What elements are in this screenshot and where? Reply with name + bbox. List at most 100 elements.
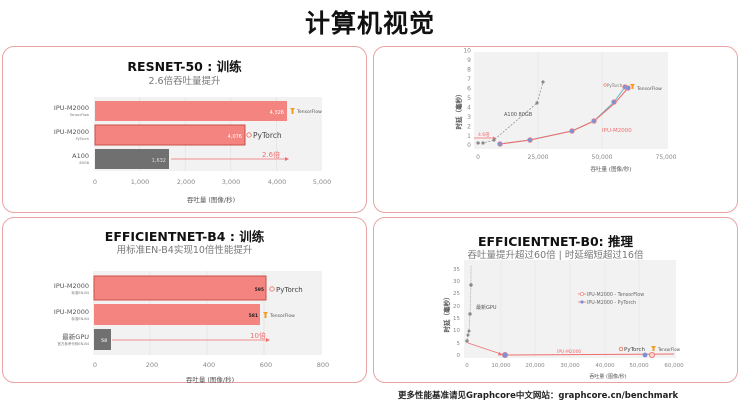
framework-tag: TensorFlow — [636, 86, 662, 92]
svg-text:3: 3 — [467, 114, 471, 121]
pytorch-icon — [246, 132, 252, 138]
x-axis-label: 吞吐量 (图像/秒) — [186, 375, 234, 384]
svg-text:20: 20 — [453, 304, 460, 310]
speedup-annotation: 10倍 — [250, 331, 266, 340]
panel-resnet50-inference: RESNET-50 : 推理 4.6倍吞吐量提升 0 1 2 3 4 5 6 7… — [373, 46, 738, 213]
svg-text:75,000: 75,000 — [656, 154, 677, 161]
svg-text:30: 30 — [453, 279, 460, 285]
chart-subtitle: 2.6倍吞吐量提升 — [148, 76, 221, 87]
y-axis-label: 时延（毫秒） — [442, 294, 451, 333]
category-sublabel: TensorFlow — [69, 113, 89, 117]
legend: IPU-M2000 - TensorFlow IPU-M2000 - PyTor… — [578, 292, 644, 306]
value-label: 595 — [255, 287, 264, 293]
panel-efficientnet-b4-training: EFFICIENTNET-B4 : 训练 用标准EN-B4实现10倍性能提升 5… — [2, 217, 367, 384]
bar-gpu — [94, 329, 111, 350]
framework-tag: PyTorch — [624, 347, 646, 353]
svg-text:10: 10 — [463, 48, 471, 55]
svg-text:0: 0 — [93, 361, 97, 369]
y-axis-ticks: 0 5 10 15 20 25 30 35 — [453, 267, 461, 359]
chart-title: EFFICIENTNET-B0: 推理 — [477, 234, 634, 249]
efficientnet-b4-training-chart: 595 581 58 PyTorch TensorFlow 10倍 IPU-M2… — [54, 271, 329, 384]
tensorflow-icon — [263, 312, 268, 318]
bar-ipu-pytorch — [93, 275, 267, 301]
svg-text:5: 5 — [457, 341, 461, 347]
pytorch-icon — [269, 286, 275, 292]
svg-text:4: 4 — [467, 105, 471, 112]
svg-text:8: 8 — [467, 67, 471, 74]
x-axis-ticks: 0 1,000 2,000 3,000 4,000 5,000 — [93, 178, 331, 186]
svg-text:0: 0 — [93, 178, 97, 186]
category-sublabel: 官方参考代码EN-B4 — [57, 341, 89, 346]
svg-text:60,000: 60,000 — [664, 363, 684, 369]
bar-ipu-tensorflow — [95, 101, 287, 121]
tensorflow-icon — [651, 346, 656, 351]
framework-tag: PyTorch — [276, 286, 303, 294]
category-sublabel: 标准EN-B4 — [71, 290, 89, 295]
y-axis-ticks: 0 1 2 3 4 5 6 7 8 9 10 — [463, 48, 471, 150]
panel-resnet50-training: RESNET-50 : 训练 2.6倍吞吐量提升 4,326 4,076 1,6… — [2, 46, 367, 213]
category-sublabel: PyTorch — [76, 137, 89, 141]
framework-tag: TensorFlow — [296, 109, 322, 115]
category-sublabel: 标准EN-B4 — [71, 316, 89, 321]
footer-note: 更多性能基准请见Graphcore中文网站：graphcore.cn/bench… — [398, 391, 679, 401]
category-label: IPU-M2000 — [54, 308, 89, 316]
chart-title: RESNET-50 : 训练 — [127, 59, 242, 74]
svg-text:15: 15 — [453, 316, 460, 322]
svg-text:2: 2 — [467, 124, 471, 131]
resnet50-training-chart: 4,326 4,076 1,632 TensorFlow PyTorch 2.6… — [54, 97, 331, 204]
svg-text:25: 25 — [453, 291, 460, 297]
svg-text:50,000: 50,000 — [629, 363, 649, 369]
svg-text:1,000: 1,000 — [131, 178, 150, 186]
legend-item: IPU-M2000 - TensorFlow — [587, 292, 644, 298]
plot-area — [474, 52, 668, 149]
x-axis-label: 吞吐量 (图像/秒) — [187, 195, 235, 204]
x-axis-label: 吞吐量 (图像/秒) — [591, 165, 632, 173]
svg-text:25,000: 25,000 — [528, 154, 549, 161]
svg-text:0: 0 — [476, 154, 480, 161]
svg-text:3,000: 3,000 — [222, 178, 241, 186]
category-label: IPU-M2000 — [54, 128, 89, 136]
category-sublabel: 80GB — [79, 161, 89, 165]
panel-efficientnet-b0-inference: EFFICIENTNET-B0: 推理 吞吐量提升超过60倍 | 时延缩短超过1… — [373, 217, 738, 383]
tensorflow-icon — [630, 84, 635, 89]
category-label: IPU-M2000 — [54, 104, 89, 112]
svg-text:1: 1 — [467, 133, 471, 140]
svg-text:4,000: 4,000 — [268, 178, 287, 186]
svg-text:200: 200 — [146, 361, 158, 369]
category-label: A100 — [72, 152, 89, 160]
bar-a100 — [95, 149, 169, 169]
speedup-annotation: 2.6倍 — [262, 150, 280, 159]
resnet50-inference-chart: 0 1 2 3 4 5 6 7 8 9 10 时延（毫秒） A100 80GB … — [454, 48, 677, 174]
svg-text:9: 9 — [467, 57, 471, 64]
svg-text:50,000: 50,000 — [592, 154, 613, 161]
pytorch-icon — [618, 346, 624, 352]
svg-text:5: 5 — [467, 95, 471, 102]
svg-text:30,000: 30,000 — [560, 363, 580, 369]
category-label: IPU-M2000 — [54, 282, 89, 290]
comparison-arrow — [467, 342, 502, 355]
x-axis-ticks: 0 25,000 50,000 75,000 — [476, 154, 677, 161]
svg-text:20,000: 20,000 — [525, 363, 545, 369]
legend-item: IPU-M2000 - PyTorch — [587, 300, 636, 306]
svg-text:40,000: 40,000 — [595, 363, 615, 369]
svg-text:0: 0 — [467, 142, 471, 149]
y-axis-label: 时延（毫秒） — [454, 91, 463, 130]
framework-tag: PyTorch — [607, 83, 623, 88]
chart-title: EFFICIENTNET-B4 : 训练 — [104, 229, 265, 244]
series-gpu — [466, 266, 472, 342]
speedup-annotation: 4.6倍 — [478, 131, 490, 138]
svg-text:400: 400 — [203, 361, 215, 369]
efficientnet-b0-inference-chart: 0 5 10 15 20 25 30 35 时延（毫秒） 最新GPU IPU-M… — [442, 260, 684, 380]
value-label: 58 — [101, 338, 107, 344]
x-axis-label: 吞吐量 (图像/秒) — [589, 373, 626, 380]
value-label: 1,632 — [152, 158, 166, 164]
svg-text:35: 35 — [453, 267, 460, 273]
svg-text:10,000: 10,000 — [491, 363, 511, 369]
category-label: 最新GPU — [62, 332, 89, 341]
svg-text:6: 6 — [467, 86, 471, 93]
framework-tag: TensorFlow — [269, 313, 295, 319]
chart-subtitle: 吞吐量提升超过60倍 | 时延缩短超过16倍 — [467, 250, 644, 261]
value-label: 4,076 — [228, 134, 242, 140]
framework-tag: PyTorch — [253, 131, 282, 140]
framework-tag: TensorFlow — [657, 347, 681, 352]
